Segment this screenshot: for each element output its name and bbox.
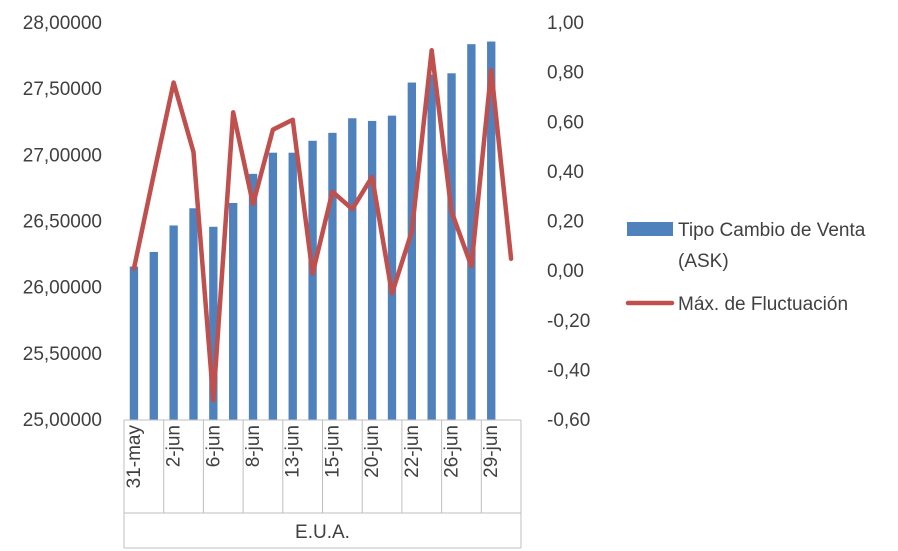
x-tick-label: 20-jun (362, 425, 383, 478)
left-axis-tick-label: 28,00000 (23, 13, 102, 34)
bar (209, 226, 218, 420)
right-axis-tick-label: 0,40 (547, 162, 584, 183)
bar (447, 73, 456, 420)
left-axis-tick-label: 25,00000 (23, 410, 102, 431)
bar (189, 208, 198, 420)
fluctuation-line (131, 48, 514, 403)
axes (123, 419, 522, 549)
x-tick-label: 26-jun (442, 425, 463, 478)
right-axis-tick-label: -0,40 (547, 360, 590, 381)
x-tick-label: 31-may (124, 425, 145, 489)
bar (308, 140, 317, 420)
left-axis-tick-label: 27,50000 (23, 79, 102, 100)
legend-bar-label-line2: (ASK) (678, 251, 729, 272)
x-axis-group-label: E.U.A. (295, 522, 350, 543)
bar (427, 74, 436, 421)
x-tick-label: 22-jun (402, 425, 423, 478)
bar (328, 132, 337, 420)
right-axis-tick-label: -0,20 (547, 311, 590, 332)
right-axis-tick-label: 0,60 (547, 112, 584, 133)
left-axis-tick-label: 25,50000 (23, 344, 102, 365)
left-axis-tick-label: 26,00000 (23, 278, 102, 299)
bar (229, 202, 238, 420)
left-axis-tick-label: 27,00000 (23, 145, 102, 166)
x-tick-label: 2-jun (164, 425, 185, 467)
legend-bar-label-line1: Tipo Cambio de Venta (678, 220, 866, 241)
x-tick-label: 13-jun (283, 425, 304, 478)
bar (348, 118, 357, 420)
right-axis-tick-label: 1,00 (547, 13, 584, 34)
bar (248, 173, 258, 420)
right-axis-tick-labels: -0,60 -0,40 -0,20 0,00 0,20 0,40 0,60 0,80 1,00 (547, 13, 590, 431)
bar (487, 41, 496, 420)
bar (467, 44, 476, 421)
x-tick-label: 29-jun (481, 425, 502, 478)
bar (129, 266, 139, 420)
legend-line-label: Máx. de Fluctuación (678, 294, 848, 315)
line-series (131, 48, 514, 403)
bar (288, 152, 297, 420)
bar (169, 225, 178, 420)
right-axis-tick-label: -0,60 (547, 410, 590, 431)
left-axis-tick-labels: 25,00000 25,50000 26,00000 26,50000 27,00000… (23, 13, 102, 431)
bar (387, 115, 397, 420)
right-axis-tick-label: 0,80 (547, 63, 584, 84)
x-axis-category-labels: 31-may 2-jun 6-jun 8-jun 13-jun 15-jun 20-jun 2… (124, 425, 502, 543)
legend: Tipo Cambio de Venta (ASK) Máx. de Fluctua… (625, 220, 866, 315)
x-tick-label: 6-jun (203, 425, 224, 467)
bar (268, 152, 278, 420)
left-axis-tick-label: 26,50000 (23, 212, 102, 233)
bar (367, 120, 377, 421)
right-axis-tick-label: 0,00 (547, 261, 584, 282)
x-tick-label: 8-jun (243, 425, 264, 467)
bar (407, 82, 416, 421)
x-tick-label: 15-jun (322, 425, 343, 478)
right-axis-tick-label: 0,20 (547, 212, 584, 233)
bar (149, 251, 158, 420)
legend-bar-swatch (627, 222, 673, 236)
bar-series (129, 41, 496, 421)
